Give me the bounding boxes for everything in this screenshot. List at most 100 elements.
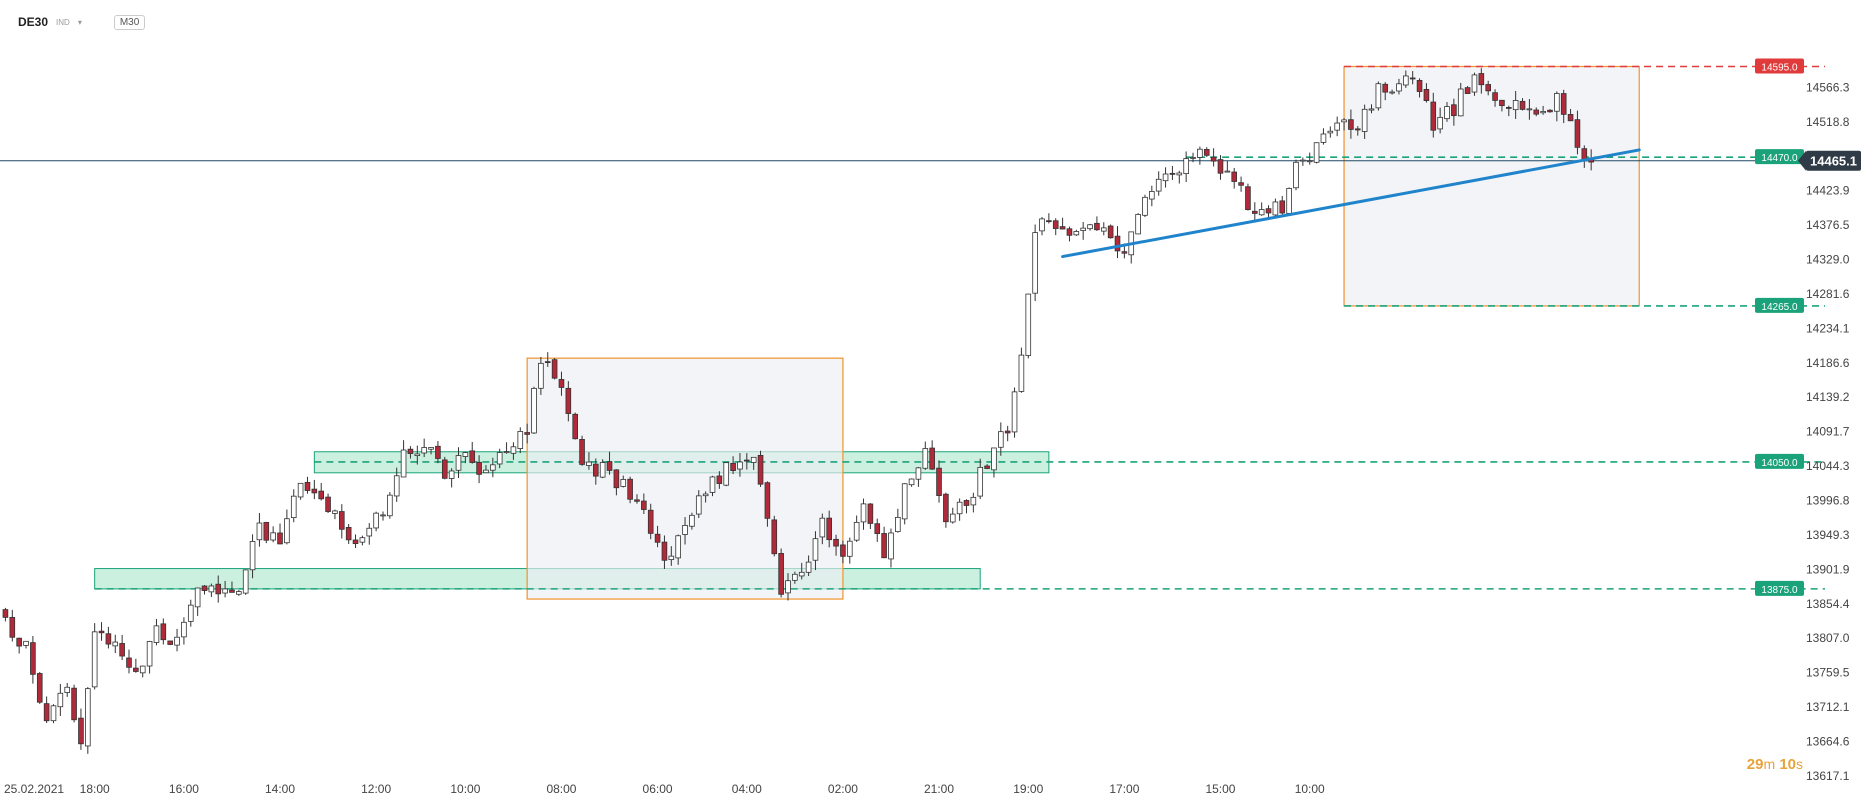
candle xyxy=(895,508,901,533)
candle-body xyxy=(689,514,695,527)
candle-body xyxy=(359,537,366,543)
instrument-type-label: IND xyxy=(56,17,70,27)
candle-body xyxy=(998,431,1004,448)
candle xyxy=(256,512,263,547)
candle-body xyxy=(963,500,970,506)
candle-body xyxy=(860,503,867,523)
time-tick-label: 15:00 xyxy=(1205,782,1235,796)
candle-body xyxy=(496,452,503,465)
candle xyxy=(1245,183,1251,211)
time-tick-label: 12:00 xyxy=(361,782,391,796)
candle xyxy=(57,683,64,717)
countdown-seconds: 10 xyxy=(1779,756,1796,773)
candle xyxy=(222,580,228,598)
candle xyxy=(1361,104,1368,139)
candle-body xyxy=(1094,222,1100,231)
candle-body xyxy=(544,361,551,364)
price-tick-label: 14091.7 xyxy=(1806,425,1850,439)
candle-body xyxy=(133,667,139,672)
symbol-label[interactable]: DE30 xyxy=(18,15,49,29)
candle-body xyxy=(1032,232,1038,294)
timeframe-selector[interactable]: M30 xyxy=(113,14,146,30)
candle-body xyxy=(400,449,407,478)
candle xyxy=(901,483,908,525)
candle xyxy=(936,460,942,503)
time-axis: 25.02.2021 18:00 16:00 14:00 12:00 10:00 08:00… xyxy=(4,782,1325,796)
candle xyxy=(812,531,819,571)
level-tag-text: 13875.0 xyxy=(1761,585,1798,596)
level-tag-14595.0: 14595.0 xyxy=(1755,58,1804,74)
level-tag-14470.0: 14470.0 xyxy=(1755,149,1804,165)
candle-body xyxy=(1348,119,1354,130)
candle xyxy=(785,573,791,601)
candle-body xyxy=(208,585,215,593)
candle-body xyxy=(393,475,400,497)
candle xyxy=(105,626,112,649)
candle xyxy=(187,599,194,627)
candle xyxy=(194,587,201,616)
candle xyxy=(1279,195,1286,217)
candle-body xyxy=(263,522,270,541)
candle xyxy=(50,704,57,724)
candle-body xyxy=(174,636,180,646)
candle xyxy=(483,465,489,474)
candle xyxy=(201,585,208,595)
candle-body xyxy=(1190,157,1196,159)
candle-body xyxy=(922,448,929,469)
candle xyxy=(284,509,290,545)
candle xyxy=(1238,176,1244,192)
level-tag-bg xyxy=(1755,149,1804,165)
candle xyxy=(71,684,77,723)
candle-body xyxy=(1066,228,1073,236)
candle xyxy=(448,468,455,488)
candle xyxy=(476,455,482,484)
candle-body xyxy=(78,717,84,745)
candle xyxy=(1251,202,1258,220)
candle-body xyxy=(215,583,222,595)
candle xyxy=(517,427,524,454)
time-tick-label: 04:00 xyxy=(732,782,762,796)
candle-body xyxy=(565,387,572,414)
candle xyxy=(1135,213,1141,235)
candle-body xyxy=(1011,391,1018,433)
candle-body xyxy=(64,686,71,693)
candle xyxy=(270,526,276,543)
candle xyxy=(139,665,146,678)
candle-body xyxy=(764,482,771,519)
candle xyxy=(167,640,173,646)
candle-body xyxy=(1526,108,1533,111)
candle-body xyxy=(874,523,881,534)
candle-body xyxy=(57,692,64,708)
candle-body xyxy=(1382,83,1389,93)
candle xyxy=(572,412,579,440)
candle xyxy=(1011,387,1018,438)
candle-body xyxy=(1478,73,1485,86)
current-price-tag: 14465.1 xyxy=(1798,150,1861,171)
candle-body xyxy=(50,705,57,722)
candle xyxy=(627,476,633,504)
candle-body xyxy=(867,503,874,524)
candle xyxy=(407,446,414,459)
time-tick-label: 19:00 xyxy=(1013,782,1043,796)
price-tick-label: 14139.2 xyxy=(1806,390,1850,404)
candle xyxy=(778,548,784,598)
candle xyxy=(1416,78,1423,98)
candle-body xyxy=(991,447,997,471)
candle-body xyxy=(936,467,942,496)
candle xyxy=(435,441,441,464)
candle xyxy=(1272,198,1279,219)
candle xyxy=(119,634,125,661)
candle-body xyxy=(1087,224,1093,230)
time-tick-label: 14:00 xyxy=(265,782,295,796)
candle-body xyxy=(1231,171,1238,182)
candle xyxy=(359,535,366,546)
candle-body xyxy=(1375,83,1382,109)
chevron-down-icon[interactable]: ▾ xyxy=(77,17,82,27)
candle-body xyxy=(366,527,373,537)
candle-body xyxy=(1512,100,1519,111)
candle-body xyxy=(1107,225,1114,239)
candle-body xyxy=(1313,142,1320,163)
candle xyxy=(133,658,139,673)
price-tick-label: 13854.4 xyxy=(1806,597,1850,611)
